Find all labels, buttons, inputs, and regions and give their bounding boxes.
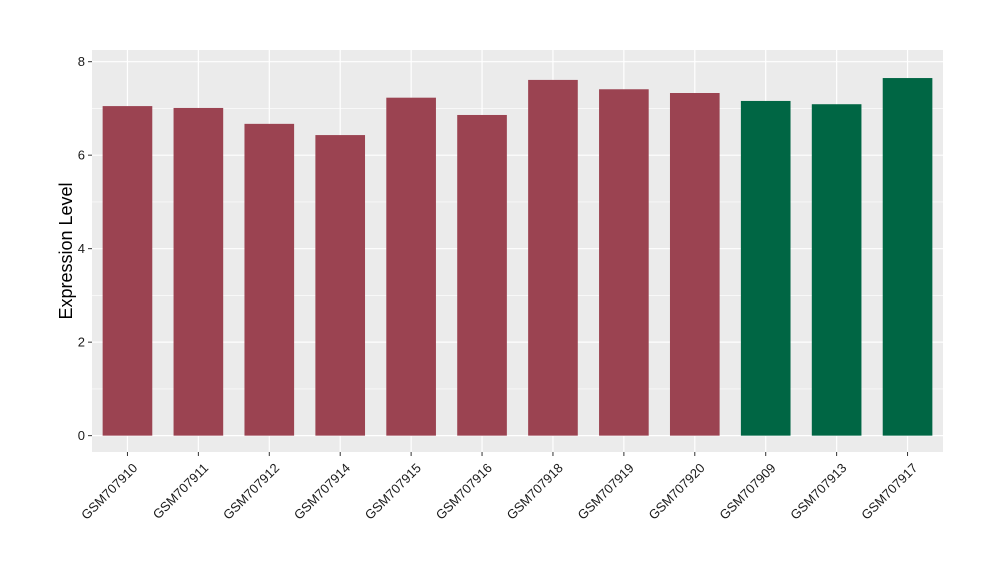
y-axis: 0 2 4 6 8 <box>78 54 92 443</box>
bar <box>244 123 295 436</box>
bar <box>173 107 224 436</box>
bars <box>102 78 933 436</box>
x-tick-label: GSM707914 <box>291 460 353 522</box>
bar <box>599 89 649 436</box>
x-tick-label: GSM707909 <box>716 460 778 522</box>
bar <box>315 135 366 436</box>
bar <box>386 97 436 436</box>
plot-panel <box>92 50 943 452</box>
bar <box>882 78 933 436</box>
x-axis: GSM707910 GSM707911 GSM707912 GSM707914 GSM7… <box>78 452 920 523</box>
y-tick-label: 6 <box>78 148 85 163</box>
bar <box>740 100 791 436</box>
bar <box>811 104 862 436</box>
bar <box>669 93 720 436</box>
x-tick-label: GSM707918 <box>504 460 566 522</box>
x-tick-label: GSM707910 <box>78 460 140 522</box>
x-tick-label: GSM707920 <box>645 460 707 522</box>
x-tick-label: GSM707912 <box>220 460 282 522</box>
y-tick-label: 4 <box>78 241 85 256</box>
bar <box>457 114 507 436</box>
y-tick-label: 8 <box>78 54 85 69</box>
y-tick-label: 0 <box>78 428 85 443</box>
x-tick-label: GSM707915 <box>362 460 424 522</box>
y-axis-title: Expression Level <box>56 182 76 319</box>
x-tick-label: GSM707916 <box>433 460 495 522</box>
bar <box>528 79 578 436</box>
x-tick-label: GSM707911 <box>150 460 212 522</box>
bar <box>102 106 153 436</box>
x-tick-label: GSM707919 <box>575 460 637 522</box>
x-tick-label: GSM707917 <box>858 460 920 522</box>
y-tick-label: 2 <box>78 335 85 350</box>
x-tick-label: GSM707913 <box>787 460 849 522</box>
